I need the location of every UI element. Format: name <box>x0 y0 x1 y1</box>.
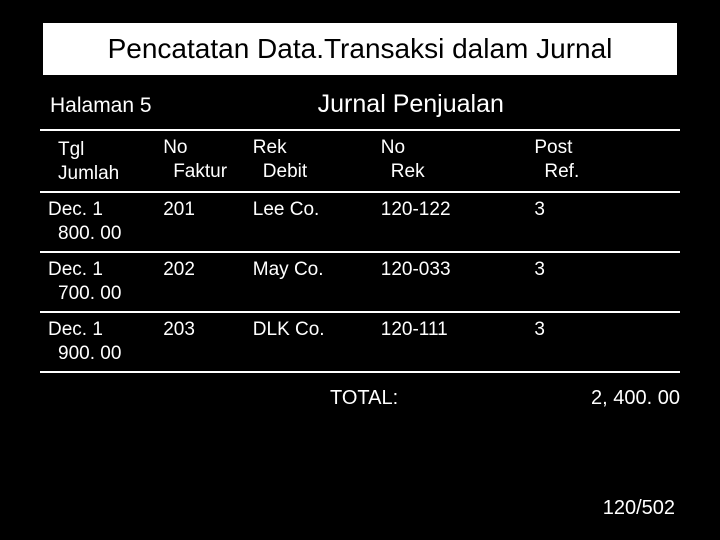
total-value: 2, 400. 00 <box>530 387 680 410</box>
col-header-line: Tgl <box>48 139 151 161</box>
col-header-line: No <box>163 137 187 158</box>
col-header-line: Rek <box>381 161 523 183</box>
cell-post-ref: 3 <box>526 192 680 252</box>
table-row: Dec. 1 900. 00 203 DLK Co. 120-111 3 <box>40 312 680 372</box>
cell-faktur: 201 <box>155 192 245 252</box>
cell-date-amount: Dec. 1 800. 00 <box>40 192 155 252</box>
col-header: Rek Debit <box>245 130 373 192</box>
slide-title: Pencatatan Data.Transaksi dalam Jurnal <box>108 33 613 64</box>
cell-date: Dec. 1 <box>48 199 103 220</box>
cell-rek-debit: Lee Co. <box>245 192 373 252</box>
page-counter: 120/502 <box>603 497 675 520</box>
journal-table-wrap: Tgl Jumlah No Faktur Rek Debit No Rek <box>40 129 680 373</box>
col-header-line: Post <box>534 137 572 158</box>
cell-faktur: 202 <box>155 252 245 312</box>
page-label: Halaman 5 <box>50 94 152 118</box>
journal-name: Jurnal Penjualan <box>152 90 670 119</box>
table-row: Dec. 1 800. 00 201 Lee Co. 120-122 3 <box>40 192 680 252</box>
col-header-line: Ref. <box>534 161 676 183</box>
col-header-line: Faktur <box>163 161 241 183</box>
cell-faktur: 203 <box>155 312 245 372</box>
cell-no-rek: 120-111 <box>373 312 527 372</box>
col-header-line: Debit <box>253 161 369 183</box>
cell-date-amount: Dec. 1 900. 00 <box>40 312 155 372</box>
cell-date: Dec. 1 <box>48 259 103 280</box>
cell-amount: 700. 00 <box>48 283 151 305</box>
total-label: TOTAL: <box>330 387 530 410</box>
col-header: No Faktur <box>155 130 245 192</box>
cell-amount: 900. 00 <box>48 343 151 365</box>
slide: Pencatatan Data.Transaksi dalam Jurnal H… <box>0 0 720 540</box>
table-header-row: Tgl Jumlah No Faktur Rek Debit No Rek <box>40 130 680 192</box>
cell-no-rek: 120-033 <box>373 252 527 312</box>
cell-amount: 800. 00 <box>48 223 151 245</box>
cell-date-amount: Dec. 1 700. 00 <box>40 252 155 312</box>
title-box: Pencatatan Data.Transaksi dalam Jurnal <box>40 20 680 78</box>
journal-table: Tgl Jumlah No Faktur Rek Debit No Rek <box>40 129 680 373</box>
cell-date: Dec. 1 <box>48 319 103 340</box>
table-row: Dec. 1 700. 00 202 May Co. 120-033 3 <box>40 252 680 312</box>
cell-no-rek: 120-122 <box>373 192 527 252</box>
col-header: Tgl Jumlah <box>40 130 155 192</box>
col-header-line: No <box>381 137 405 158</box>
cell-rek-debit: May Co. <box>245 252 373 312</box>
col-header-line: Rek <box>253 137 287 158</box>
cell-rek-debit: DLK Co. <box>245 312 373 372</box>
col-header-line: Jumlah <box>48 163 151 185</box>
total-row: TOTAL: 2, 400. 00 <box>40 387 680 410</box>
col-header: No Rek <box>373 130 527 192</box>
cell-post-ref: 3 <box>526 252 680 312</box>
subtitle-row: Halaman 5 Jurnal Penjualan <box>40 90 680 119</box>
col-header: Post Ref. <box>526 130 680 192</box>
cell-post-ref: 3 <box>526 312 680 372</box>
